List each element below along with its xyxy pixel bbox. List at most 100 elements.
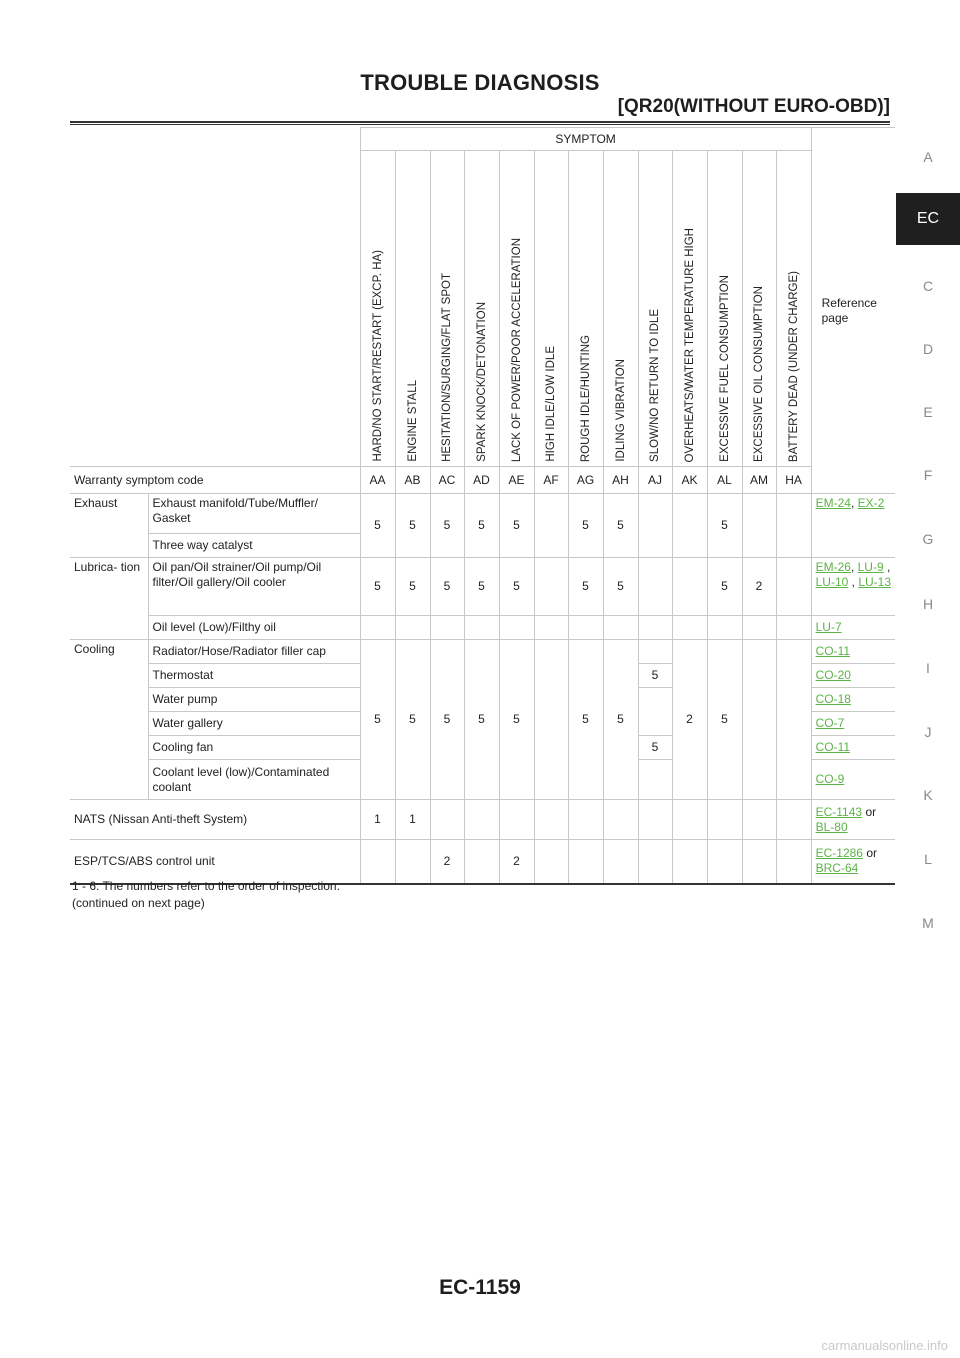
symptom-header-row: SYMPTOM Reference page bbox=[70, 127, 896, 494]
ref-link[interactable]: BL-80 bbox=[815, 819, 848, 834]
inspection-order bbox=[637, 639, 673, 664]
section-tab-f[interactable]: F bbox=[923, 467, 933, 483]
reference-cell: CO-11 bbox=[810, 639, 896, 664]
ref-link[interactable]: EC-1143 bbox=[815, 804, 863, 819]
ref-link[interactable]: EX-2 bbox=[857, 496, 885, 510]
esp-row: ESP/TCS/ABS control unit 2 2 EC-1286 or … bbox=[70, 839, 896, 885]
trouble-diagnosis-table: SYMPTOM Reference page HARD/NO START/RES… bbox=[70, 127, 896, 885]
inspection-note: 1 - 6: The numbers refer to the order of… bbox=[72, 879, 340, 893]
symptom-column: EXCESSIVE FUEL CONSUMPTION bbox=[706, 150, 743, 467]
ref-link[interactable]: EC-1286 bbox=[815, 846, 863, 861]
cooling-row: Thermostat 5 CO-20 bbox=[70, 663, 896, 688]
ref-link[interactable]: LU-9 bbox=[857, 560, 884, 574]
reference-cell: EC-1286 or BRC-64 bbox=[810, 839, 896, 885]
symptom-header: SYMPTOM bbox=[359, 127, 812, 151]
ref-link[interactable]: LU-10 bbox=[815, 575, 849, 589]
symptom-label: SLOW/NO RETURN TO IDLE bbox=[649, 309, 661, 462]
ref-link[interactable]: CO-7 bbox=[815, 716, 845, 730]
reference-cell: CO-7 bbox=[810, 711, 896, 736]
section-tab-h[interactable]: H bbox=[922, 596, 934, 612]
warranty-code: AG bbox=[567, 466, 604, 494]
ref-link[interactable]: CO-9 bbox=[815, 772, 845, 786]
reference-cell: LU-7 bbox=[810, 615, 896, 640]
watermark: carmanualsonline.info bbox=[821, 1338, 948, 1353]
inspection-order bbox=[533, 493, 569, 558]
item-label: Oil level (Low)/Filthy oil bbox=[147, 615, 361, 640]
symptom-column: BATTERY DEAD (UNDER CHARGE) bbox=[775, 150, 812, 467]
section-tab-i[interactable]: I bbox=[926, 660, 930, 676]
inspection-order: 5 bbox=[567, 557, 604, 616]
section-tab-e[interactable]: E bbox=[923, 404, 933, 420]
ref-link[interactable]: LU-7 bbox=[815, 620, 842, 634]
section-tab-g[interactable]: G bbox=[922, 531, 934, 547]
ref-link[interactable]: CO-18 bbox=[815, 692, 851, 706]
ref-link[interactable]: CO-11 bbox=[815, 740, 851, 754]
inspection-order: 5 bbox=[567, 493, 604, 558]
warranty-code: AA bbox=[359, 466, 396, 494]
inspection-order: 5 bbox=[359, 493, 396, 558]
section-tab-a[interactable]: A bbox=[923, 149, 933, 165]
ref-link[interactable]: BRC-64 bbox=[815, 861, 859, 876]
cooling-row: Cooling fan 5 CO-11 bbox=[70, 735, 896, 760]
symptom-label: IDLING VIBRATION bbox=[614, 359, 627, 462]
reference-cell: EM-24, EX-2 bbox=[810, 493, 896, 558]
warranty-code: AD bbox=[463, 466, 500, 494]
reference-cell: CO-11 bbox=[810, 735, 896, 760]
lubrication-row: Oil level (Low)/Filthy oil LU-7 bbox=[70, 615, 896, 640]
symptom-label: ENGINE STALL bbox=[406, 380, 419, 462]
symptom-column: ROUGH IDLE/HUNTING bbox=[567, 150, 604, 467]
inspection-order: 2 bbox=[498, 839, 535, 885]
inspection-order: 5 bbox=[706, 639, 743, 800]
symptom-column: ENGINE STALL bbox=[394, 150, 431, 467]
item-label: Oil pan/Oil strainer/Oil pump/Oil filter… bbox=[147, 557, 361, 616]
warranty-code: AM bbox=[741, 466, 777, 494]
ref-link[interactable]: EM-24 bbox=[815, 496, 851, 510]
section-tab-d[interactable]: D bbox=[922, 341, 934, 357]
inspection-order: 5 bbox=[429, 639, 465, 800]
inspection-order: 5 bbox=[394, 639, 431, 800]
header-rule bbox=[70, 121, 890, 123]
inspection-order: 5 bbox=[429, 493, 465, 558]
ref-link[interactable]: EM-26 bbox=[815, 560, 851, 574]
nats-row: NATS (Nissan Anti-theft System) 1 1 EC-1… bbox=[70, 799, 896, 840]
inspection-order bbox=[741, 493, 777, 558]
inspection-order: 5 bbox=[602, 557, 639, 616]
warranty-code: AC bbox=[429, 466, 465, 494]
inspection-order: 5 bbox=[429, 557, 465, 616]
warranty-code: AF bbox=[533, 466, 569, 494]
inspection-order: 2 bbox=[671, 639, 708, 800]
inspection-order: 5 bbox=[359, 639, 396, 800]
item-label: Water gallery bbox=[147, 711, 361, 736]
ref-link[interactable]: CO-20 bbox=[815, 668, 851, 682]
symptom-label: ROUGH IDLE/HUNTING bbox=[579, 334, 592, 462]
item-label: Three way catalyst bbox=[147, 533, 361, 558]
symptom-label: EXCESSIVE OIL CONSUMPTION bbox=[753, 286, 765, 462]
cooling-row: Water gallery CO-7 bbox=[70, 711, 896, 736]
cooling-row: Water pump CO-18 bbox=[70, 687, 896, 736]
inspection-order: 5 bbox=[498, 557, 535, 616]
symptom-label: LACK OF POWER/POOR ACCELERATION bbox=[510, 237, 523, 462]
item-label: NATS (Nissan Anti-theft System) bbox=[70, 799, 361, 840]
reference-cell: CO-18 bbox=[810, 687, 896, 712]
section-tab-j[interactable]: J bbox=[924, 724, 932, 740]
ref-link[interactable]: CO-11 bbox=[815, 644, 851, 658]
inspection-order: 2 bbox=[741, 557, 777, 616]
inspection-order bbox=[637, 493, 673, 558]
inspection-order: 5 bbox=[637, 663, 673, 688]
inspection-order bbox=[741, 639, 777, 800]
section-tab-l[interactable]: L bbox=[924, 851, 932, 867]
symptom-column: SLOW/NO RETURN TO IDLE bbox=[637, 150, 673, 467]
exhaust-row: Three way catalyst bbox=[70, 533, 895, 558]
warranty-code: AH bbox=[602, 466, 639, 494]
section-tab-m[interactable]: M bbox=[922, 915, 934, 931]
inspection-order bbox=[671, 493, 708, 558]
section-tab-ec-active[interactable]: EC bbox=[896, 193, 960, 245]
symptom-column: IDLING VIBRATION bbox=[602, 150, 639, 467]
ref-link[interactable]: LU-13 bbox=[858, 575, 891, 589]
inspection-order: 5 bbox=[498, 639, 535, 800]
section-tab-k[interactable]: K bbox=[923, 787, 933, 803]
inspection-order: 5 bbox=[463, 639, 500, 800]
section-tab-c[interactable]: C bbox=[922, 278, 934, 294]
inspection-order: 5 bbox=[706, 557, 743, 616]
symptom-label: SPARK KNOCK/DETONATION bbox=[475, 302, 488, 462]
